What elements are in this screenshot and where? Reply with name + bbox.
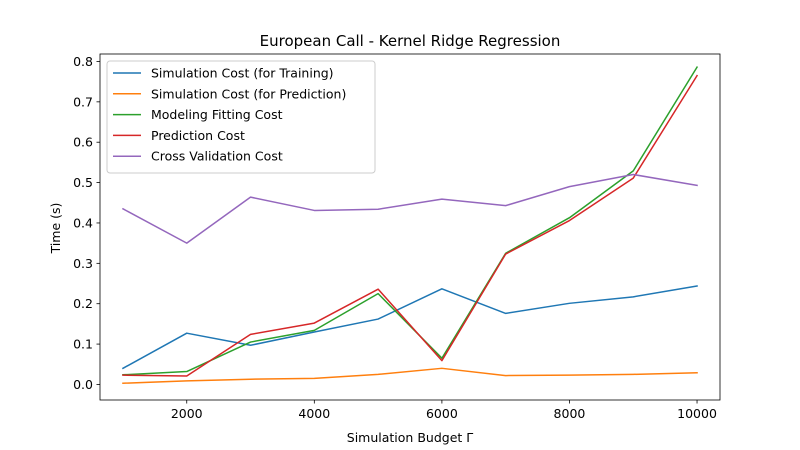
y-tick-label: 0.1	[73, 337, 93, 352]
y-tick-label: 0.2	[73, 296, 93, 311]
legend-box	[106, 60, 376, 174]
x-axis-label: Simulation Budget Γ	[347, 430, 473, 445]
legend: Simulation Cost (for Training) Simulation…	[106, 60, 376, 174]
x-tick-label: 6000	[426, 406, 458, 421]
legend-label-0: Simulation Cost (for Training)	[151, 66, 334, 81]
series-layer	[121, 66, 699, 385]
legend-label-4: Cross Validation Cost	[151, 149, 283, 164]
y-tick-label: 0.5	[73, 175, 93, 190]
y-tick-label: 0.4	[73, 215, 93, 230]
x-tick-label: 10000	[677, 406, 717, 421]
y-tick-label: 0.0	[73, 377, 93, 392]
y-tick-label: 0.7	[73, 94, 93, 109]
x-tick-label: 2000	[171, 406, 203, 421]
x-tick-label: 8000	[554, 406, 586, 421]
x-tick-label: 4000	[298, 406, 330, 421]
series-line-1	[122, 367, 698, 385]
series-line-0	[121, 285, 698, 370]
chart-title: European Call - Kernel Ridge Regression	[260, 32, 561, 50]
series-line-3	[122, 74, 699, 377]
legend-label-2: Modeling Fitting Cost	[151, 107, 283, 122]
legend-label-1: Simulation Cost (for Prediction)	[151, 86, 346, 101]
plot-frame	[99, 53, 721, 401]
legend-label-3: Prediction Cost	[151, 128, 245, 143]
y-tick-label: 0.6	[73, 135, 93, 150]
y-tick-label: 0.8	[73, 54, 93, 69]
axes-layer: 2000 4000 6000 8000 10000 0.0 0.1 0.2 0.3 0.4 0.5 0…	[73, 53, 721, 421]
y-tick-label: 0.3	[73, 256, 93, 271]
y-axis-label: Time (s)	[48, 203, 63, 255]
series-line-4	[121, 173, 698, 244]
